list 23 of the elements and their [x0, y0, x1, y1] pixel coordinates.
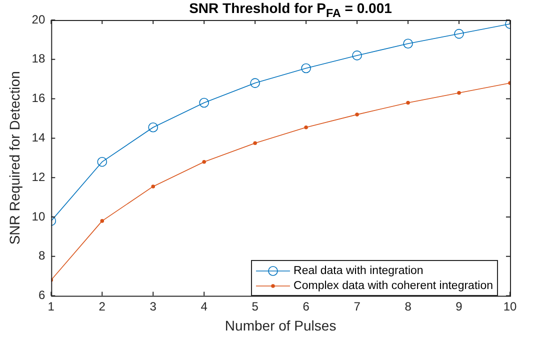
x-axis-title: Number of Pulses	[224, 317, 336, 334]
x-tick-label: 10	[503, 299, 517, 314]
y-tick-label: 20	[32, 12, 46, 26]
y-tick-label: 12	[32, 170, 46, 184]
y-tick-label: 18	[32, 52, 46, 66]
x-tick-label: 5	[252, 299, 259, 314]
x-tick-label: 8	[404, 299, 412, 314]
legend-label: Real data with integration	[294, 264, 424, 276]
y-tick-label: 14	[32, 130, 46, 145]
legend-label: Complex data with coherent integration	[294, 280, 493, 292]
y-tick-label: 10	[32, 209, 46, 224]
x-tick-label: 6	[302, 299, 310, 314]
y-tick-label: 8	[38, 248, 46, 263]
x-tick-label: 2	[98, 299, 106, 314]
y-tick-label: 16	[32, 91, 46, 106]
x-tick-label: 3	[150, 299, 157, 314]
x-tick-label: 7	[354, 299, 361, 314]
chart-title: SNR Threshold for P$_{FA}$ = 0.001	[188, 0, 393, 20]
x-tick-label: 4	[200, 299, 208, 314]
x-tick-label: 1	[48, 299, 55, 314]
x-tick-label: 9	[456, 299, 463, 314]
y-tick-label: 6	[38, 288, 46, 302]
y-axis-title: SNR Required for Detection	[6, 71, 22, 245]
